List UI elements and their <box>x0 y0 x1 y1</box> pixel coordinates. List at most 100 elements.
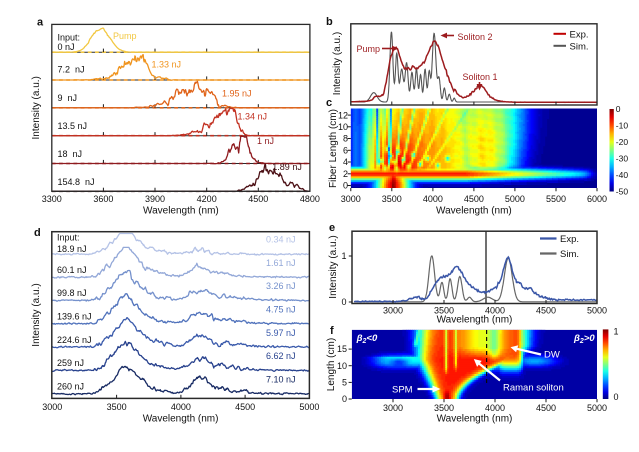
svg-text:Wavelength (nm): Wavelength (nm) <box>437 315 513 326</box>
svg-text:-40: -40 <box>616 170 629 180</box>
svg-text:18 nJ: 18 nJ <box>58 149 83 159</box>
svg-text:10: 10 <box>338 122 348 132</box>
svg-text:3500: 3500 <box>434 403 454 413</box>
svg-text:99.8 nJ: 99.8 nJ <box>57 288 87 298</box>
svg-text:3300: 3300 <box>42 194 62 204</box>
svg-text:Exp.: Exp. <box>560 234 579 245</box>
svg-text:SPM: SPM <box>392 385 413 396</box>
svg-text:Wavelength (nm): Wavelength (nm) <box>143 414 219 425</box>
svg-text:4000: 4000 <box>171 402 191 412</box>
svg-text:Intensity (a.u.): Intensity (a.u.) <box>31 283 42 346</box>
svg-text:-20: -20 <box>616 137 629 147</box>
svg-text:5.97 nJ: 5.97 nJ <box>266 328 296 338</box>
svg-text:1.89 nJ: 1.89 nJ <box>272 162 302 172</box>
svg-text:5000: 5000 <box>505 194 525 204</box>
svg-text:Exp.: Exp. <box>570 29 589 40</box>
svg-text:5000: 5000 <box>587 306 607 316</box>
svg-text:Intensity (a.u.): Intensity (a.u.) <box>328 235 339 298</box>
svg-text:Wavelength (nm): Wavelength (nm) <box>143 206 219 217</box>
svg-text:6.62 nJ: 6.62 nJ <box>266 351 296 361</box>
svg-text:a: a <box>37 17 44 29</box>
svg-text:Raman soliton: Raman soliton <box>503 383 564 394</box>
svg-text:β2>0: β2>0 <box>573 333 595 345</box>
svg-text:Wavelength (nm): Wavelength (nm) <box>436 206 512 217</box>
svg-text:0: 0 <box>342 394 347 404</box>
svg-text:4200: 4200 <box>197 194 217 204</box>
svg-text:4800: 4800 <box>300 194 320 204</box>
svg-text:2: 2 <box>343 169 348 179</box>
svg-text:1.95 nJ: 1.95 nJ <box>222 89 252 99</box>
svg-text:1: 1 <box>341 251 346 261</box>
svg-text:154.8 nJ: 154.8 nJ <box>58 177 95 187</box>
svg-text:Sim.: Sim. <box>570 41 589 52</box>
svg-text:b: b <box>326 16 333 28</box>
svg-text:Soliton 1: Soliton 1 <box>463 72 498 82</box>
svg-text:4500: 4500 <box>536 403 556 413</box>
svg-text:4: 4 <box>343 157 348 167</box>
svg-text:Wavelength (nm): Wavelength (nm) <box>437 414 513 425</box>
svg-text:3500: 3500 <box>434 306 454 316</box>
svg-text:8: 8 <box>343 134 348 144</box>
svg-text:DW: DW <box>544 350 560 361</box>
svg-text:0: 0 <box>343 181 348 191</box>
svg-text:Input:: Input: <box>57 233 80 243</box>
svg-text:Pump: Pump <box>357 44 381 54</box>
svg-text:3000: 3000 <box>341 194 361 204</box>
svg-text:0 nJ: 0 nJ <box>58 42 75 52</box>
svg-text:60.1 nJ: 60.1 nJ <box>57 265 87 275</box>
svg-text:5000: 5000 <box>299 402 319 412</box>
svg-text:0: 0 <box>616 104 621 114</box>
svg-text:4500: 4500 <box>464 194 484 204</box>
svg-text:15: 15 <box>337 344 347 354</box>
svg-text:Pump: Pump <box>113 31 137 41</box>
svg-text:5000: 5000 <box>587 403 607 413</box>
svg-text:3000: 3000 <box>383 306 403 316</box>
svg-text:-10: -10 <box>616 121 629 131</box>
svg-text:259 nJ: 259 nJ <box>57 358 84 368</box>
svg-text:3000: 3000 <box>42 402 62 412</box>
svg-text:5500: 5500 <box>546 194 566 204</box>
svg-text:6: 6 <box>343 146 348 156</box>
svg-text:1.33 nJ: 1.33 nJ <box>152 60 182 70</box>
svg-text:3500: 3500 <box>382 194 402 204</box>
svg-text:139.6 nJ: 139.6 nJ <box>57 312 92 322</box>
svg-text:0: 0 <box>341 297 346 307</box>
svg-text:4.75 nJ: 4.75 nJ <box>266 305 296 315</box>
svg-text:4000: 4000 <box>423 194 443 204</box>
svg-text:9 nJ: 9 nJ <box>58 93 78 103</box>
svg-text:1.34 nJ: 1.34 nJ <box>238 111 268 121</box>
svg-text:Soliton 2: Soliton 2 <box>458 32 493 42</box>
svg-text:Sim.: Sim. <box>560 249 579 260</box>
svg-text:Input:: Input: <box>58 32 81 42</box>
svg-text:4000: 4000 <box>485 306 505 316</box>
svg-text:13.5 nJ: 13.5 nJ <box>58 121 88 131</box>
svg-text:c: c <box>326 97 332 109</box>
svg-text:3600: 3600 <box>93 194 113 204</box>
svg-text:4500: 4500 <box>248 194 268 204</box>
svg-text:10: 10 <box>337 361 347 371</box>
svg-text:-50: -50 <box>616 187 629 197</box>
svg-text:12: 12 <box>338 110 348 120</box>
svg-text:260 nJ: 260 nJ <box>57 381 84 391</box>
svg-text:5: 5 <box>342 378 347 388</box>
svg-text:Fiber Length (cm): Fiber Length (cm) <box>328 109 339 188</box>
svg-text:e: e <box>329 222 335 234</box>
svg-text:Intensity (a.u.): Intensity (a.u.) <box>332 32 343 95</box>
svg-text:0.34 nJ: 0.34 nJ <box>266 235 296 245</box>
svg-text:Length (cm): Length (cm) <box>326 338 337 391</box>
svg-text:-30: -30 <box>616 154 629 164</box>
svg-text:Intensity (a.u.): Intensity (a.u.) <box>31 76 42 139</box>
svg-text:6000: 6000 <box>587 194 607 204</box>
svg-text:3900: 3900 <box>145 194 165 204</box>
svg-text:1.61 nJ: 1.61 nJ <box>266 258 296 268</box>
svg-text:3.26 nJ: 3.26 nJ <box>266 281 296 291</box>
svg-text:β2<0: β2<0 <box>356 333 378 345</box>
svg-text:4500: 4500 <box>536 306 556 316</box>
svg-text:0: 0 <box>614 392 619 402</box>
svg-text:7.2 nJ: 7.2 nJ <box>58 65 85 75</box>
svg-text:f: f <box>330 325 334 337</box>
svg-text:d: d <box>34 227 41 239</box>
svg-text:7.10 nJ: 7.10 nJ <box>266 374 296 384</box>
svg-text:3500: 3500 <box>107 402 127 412</box>
svg-text:224.6 nJ: 224.6 nJ <box>57 335 92 345</box>
